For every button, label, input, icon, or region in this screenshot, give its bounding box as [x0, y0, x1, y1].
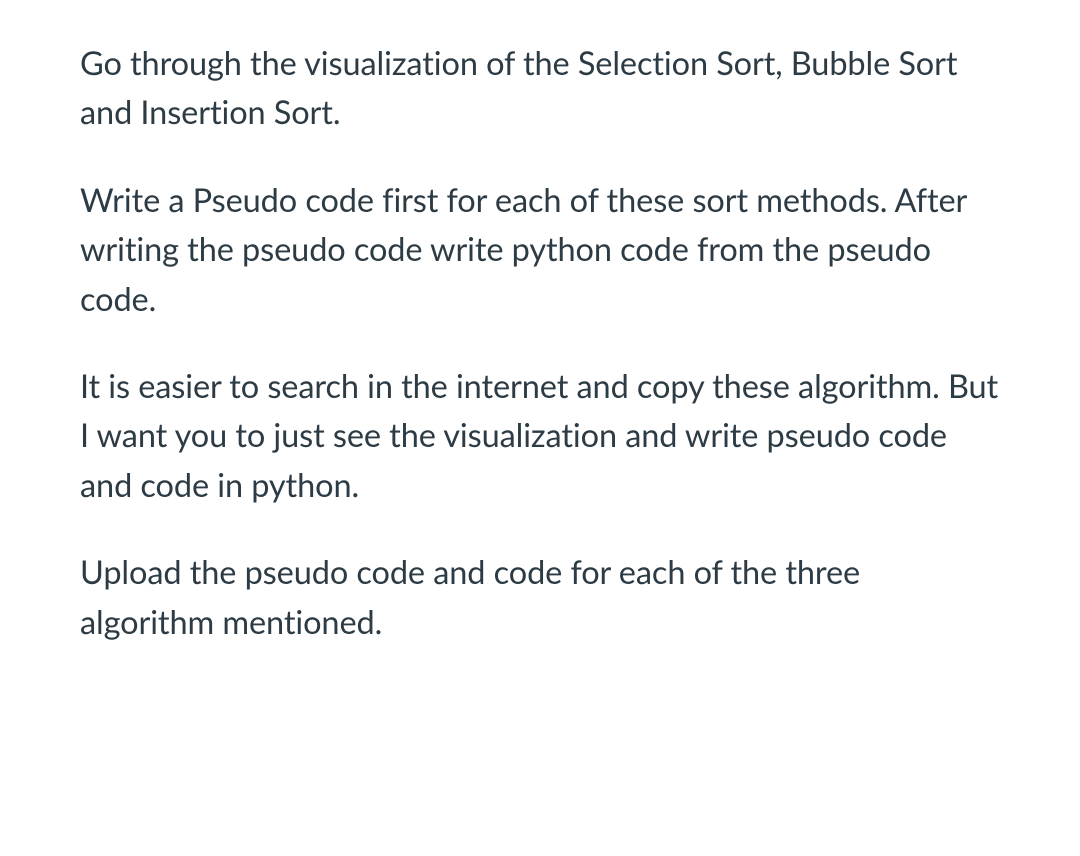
- document-content: Go through the visualization of the Sele…: [80, 38, 1000, 646]
- paragraph-3: It is easier to search in the internet a…: [80, 361, 1000, 509]
- paragraph-1: Go through the visualization of the Sele…: [80, 38, 1000, 137]
- paragraph-4: Upload the pseudo code and code for each…: [80, 547, 1000, 646]
- paragraph-2: Write a Pseudo code first for each of th…: [80, 175, 1000, 323]
